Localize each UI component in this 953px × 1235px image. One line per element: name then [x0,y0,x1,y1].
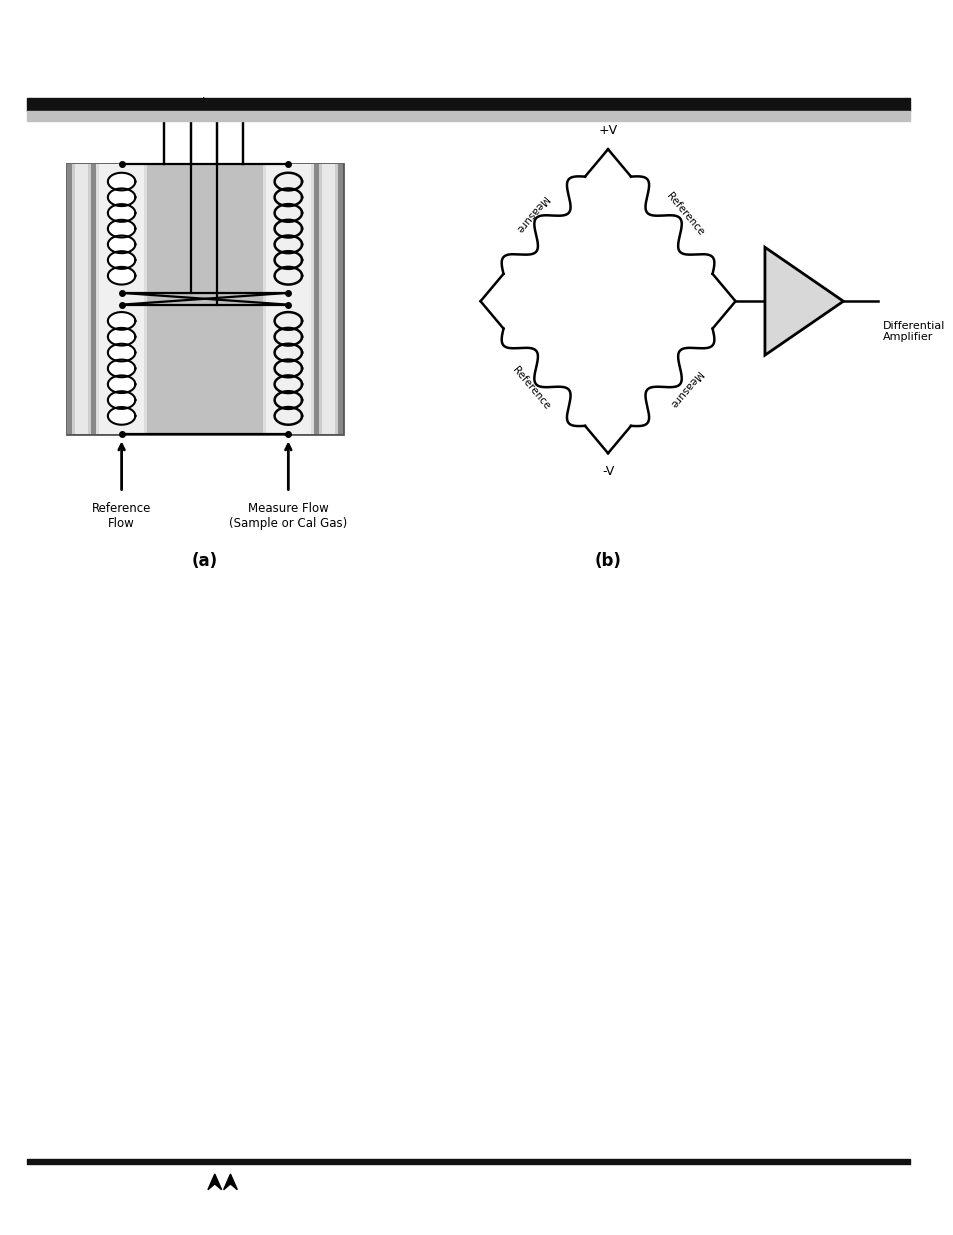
Bar [74,164,89,433]
Bar [321,164,335,433]
Polygon shape [108,359,135,377]
Text: (b): (b) [594,552,620,571]
Bar [96,164,147,433]
Polygon shape [108,173,135,190]
Polygon shape [208,1174,221,1189]
Bar [28,111,909,121]
Bar [99,164,144,433]
Text: Measure: Measure [666,368,702,409]
Text: Measure Flow
(Sample or Cal Gas): Measure Flow (Sample or Cal Gas) [229,503,347,530]
Polygon shape [108,408,135,425]
Polygon shape [108,204,135,222]
Text: +V: +V [598,125,617,137]
Polygon shape [108,391,135,409]
Bar [67,164,343,433]
Polygon shape [223,1174,237,1189]
Text: Reference: Reference [510,366,551,411]
Text: -V: -V [601,466,614,478]
Bar [314,164,343,433]
Polygon shape [108,343,135,362]
Bar [266,164,311,433]
Text: Measure: Measure [512,194,548,235]
Bar [67,164,96,433]
Text: Reference: Reference [664,190,705,237]
Bar [28,1160,909,1165]
Polygon shape [108,189,135,206]
Bar [71,164,91,433]
Polygon shape [108,375,135,393]
Polygon shape [108,236,135,253]
Text: (a): (a) [192,552,218,571]
Text: Reference
Flow: Reference Flow [91,503,152,530]
Bar [28,99,909,111]
Polygon shape [108,329,135,346]
Text: +V: +V [154,98,173,110]
Bar [263,164,314,433]
Text: Sig: Sig [193,98,213,110]
Polygon shape [764,247,842,356]
Polygon shape [108,220,135,237]
Bar [318,164,338,433]
Bar [147,164,263,433]
Polygon shape [108,267,135,284]
Polygon shape [108,251,135,269]
Polygon shape [108,312,135,330]
Text: Differential
Amplifier: Differential Amplifier [882,321,944,342]
Text: -V: -V [236,98,249,110]
